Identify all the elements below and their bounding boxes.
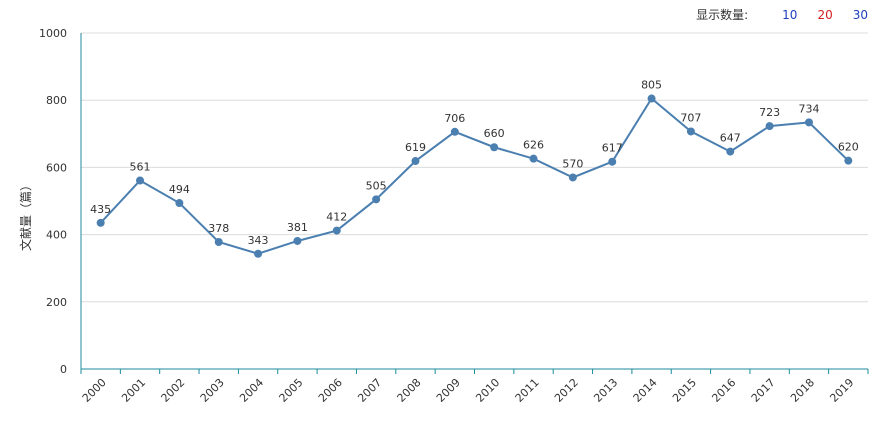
data-label: 707 [680,111,701,124]
data-label: 412 [326,211,347,224]
data-point [529,154,538,163]
data-label: 626 [523,139,544,152]
y-tick-label: 1000 [39,27,67,40]
data-label: 647 [720,132,741,145]
x-tick-label: 2004 [237,376,266,405]
data-point [332,226,341,235]
y-tick-labels: 0 200 400 600 800 1000 [39,27,67,376]
x-tick-label: 2005 [277,376,306,405]
data-label: 378 [208,222,229,235]
data-point [844,156,853,165]
x-tick-label: 2006 [316,376,345,405]
data-label: 561 [130,161,151,174]
x-tick-label: 2018 [788,376,817,405]
x-tick-label: 2015 [670,376,699,405]
data-point [136,176,145,185]
y-tick-label: 800 [46,94,67,107]
data-label: 620 [838,141,859,154]
y-axis-title: 文献量（篇） [18,179,33,251]
series-line-path [99,97,850,255]
display-count-control: 显示数量: 10 20 30 [696,6,868,23]
data-label: 343 [248,234,269,247]
y-tick-label: 0 [60,363,67,376]
data-point [96,218,105,227]
data-label: 706 [444,112,465,125]
data-point [450,127,459,136]
x-tick-label: 2009 [434,376,463,405]
data-label: 723 [759,106,780,119]
data-point [214,237,223,246]
x-tick-label: 2001 [119,376,148,405]
data-point [372,195,381,204]
count-option-20[interactable]: 20 [817,7,833,22]
x-tick-label: 2002 [159,376,188,405]
x-tick-label: 2003 [198,376,227,405]
data-label: 734 [798,102,819,115]
data-label: 617 [602,142,623,155]
data-point [411,157,420,166]
x-tick-label: 2012 [552,376,581,405]
data-point [686,127,695,136]
data-label: 660 [484,127,505,140]
data-point [175,199,184,208]
data-label: 494 [169,183,190,196]
display-count-label: 显示数量: [696,8,749,22]
x-tick-label: 2014 [631,376,660,405]
x-tick-label: 2016 [709,376,738,405]
data-point [568,173,577,182]
x-tick-label: 2019 [827,376,856,405]
data-point [804,118,813,127]
count-option-30[interactable]: 30 [852,7,868,22]
data-point [608,157,617,166]
data-point [765,122,774,131]
x-tick-label: 2007 [355,376,384,405]
data-label: 505 [366,179,387,192]
data-label: 570 [562,157,583,170]
data-label: 619 [405,141,426,154]
data-label: 805 [641,79,662,92]
y-tick-label: 200 [46,296,67,309]
count-option-10[interactable]: 10 [782,7,798,22]
y-tick-label: 600 [46,161,67,174]
x-tick-label: 2013 [591,376,620,405]
data-point [647,94,656,103]
grid-lines [81,32,868,303]
data-label: 381 [287,221,308,234]
x-tick-label: 2011 [513,376,542,405]
data-point [726,147,735,156]
data-points [96,94,853,258]
data-point [293,236,302,245]
data-label: 435 [90,203,111,216]
x-tick-label: 2010 [473,376,502,405]
x-tick-label: 2000 [80,376,109,405]
data-labels: 435 561 494 378 343 381 412 505 619 706 660 626 570 6… [90,79,859,247]
data-point [254,249,263,258]
x-tick-labels: 2000 2001 2002 2003 2004 2005 2006 2007 2008 2009… [80,376,857,405]
y-tick-label: 400 [46,229,67,242]
x-tick-label: 2008 [395,376,424,405]
data-point [490,143,499,152]
axes [80,33,869,374]
x-tick-label: 2017 [749,376,778,405]
series-line [99,97,850,255]
